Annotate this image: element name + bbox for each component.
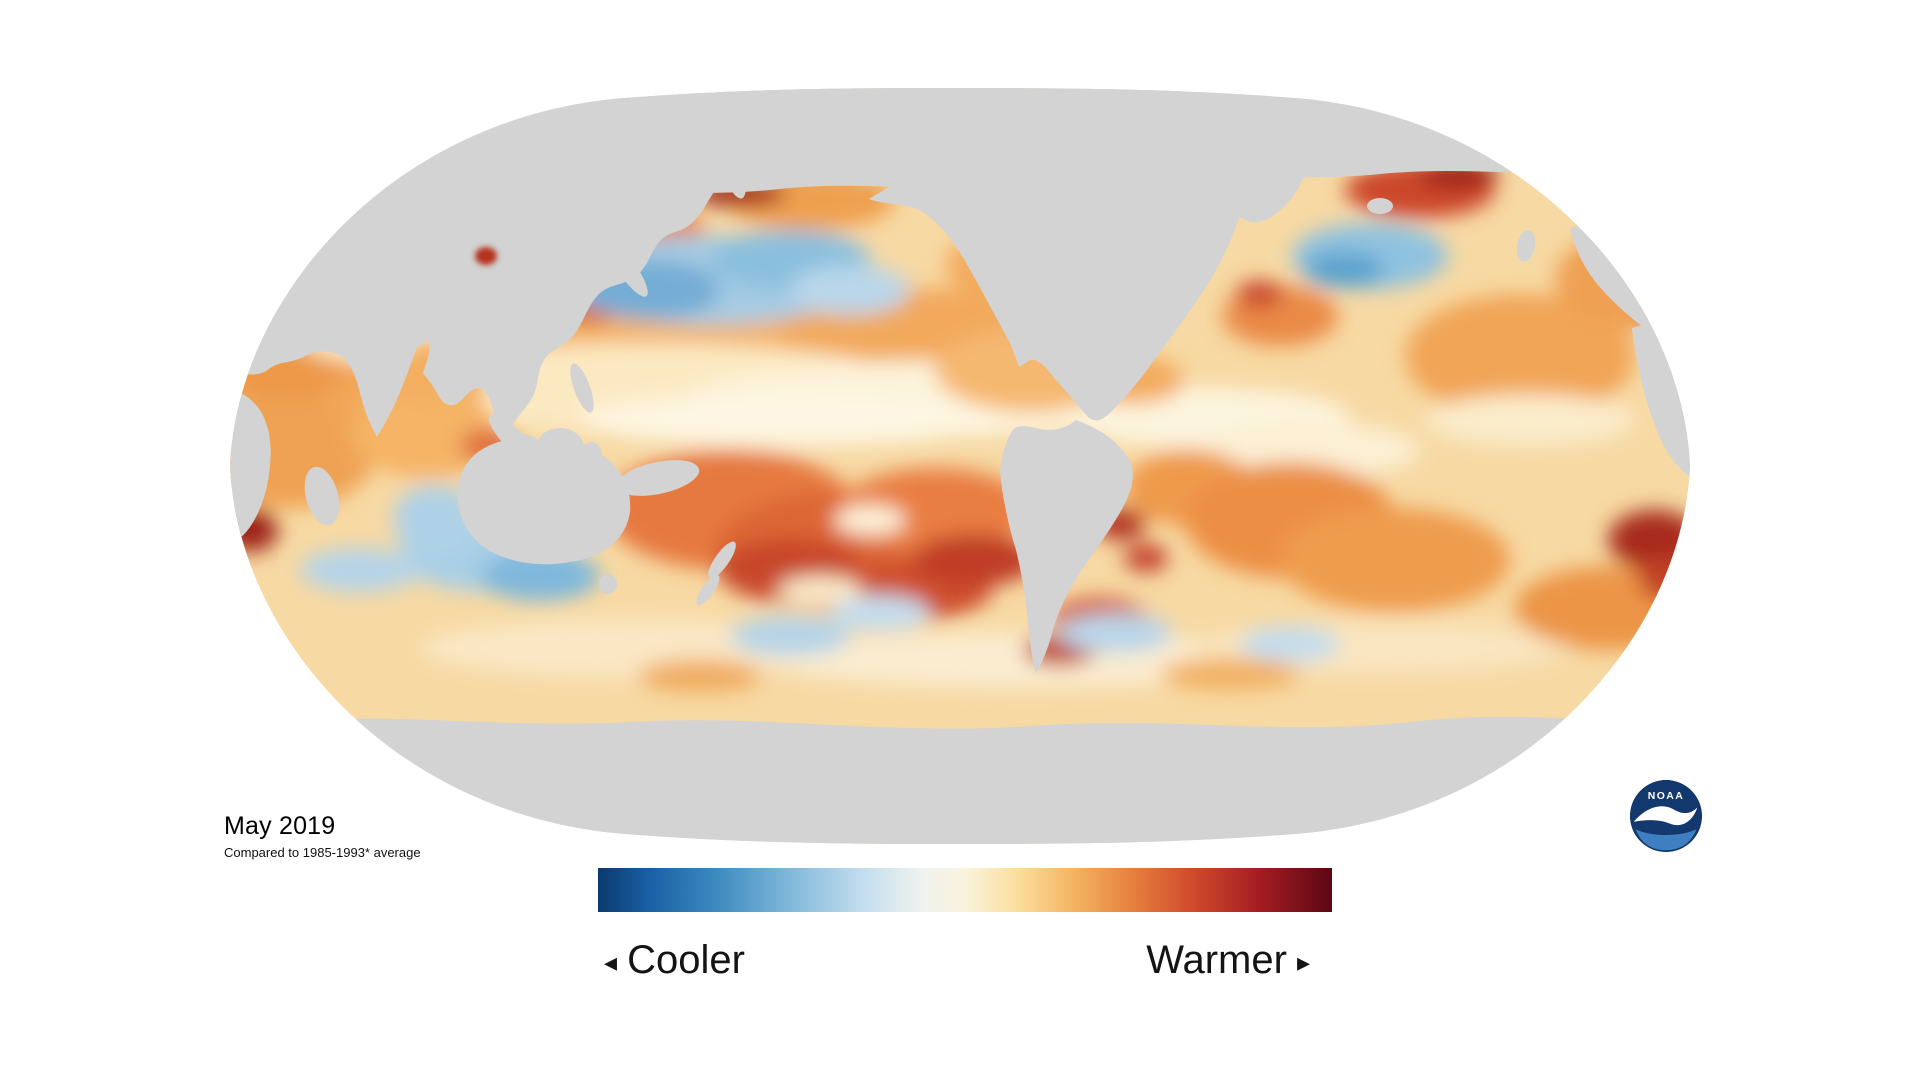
noaa-logo-text: NOAA bbox=[1648, 791, 1684, 802]
continent-antarctica bbox=[230, 716, 1690, 844]
noaa-logo-svg: NOAA bbox=[1629, 779, 1703, 853]
sea-surface-temperature-map bbox=[230, 88, 1690, 845]
arctic-region bbox=[230, 88, 1690, 197]
noaa-logo-bird-icon bbox=[1633, 806, 1698, 826]
noaa-logo: NOAA bbox=[1628, 778, 1704, 854]
baseline-period-label: Compared to 1985-1993* average bbox=[224, 845, 421, 860]
island-britain bbox=[1516, 230, 1536, 262]
cooler-label: Cooler bbox=[627, 937, 745, 982]
right-arrow-icon: ▸ bbox=[1296, 947, 1310, 977]
map-date-label: May 2019 bbox=[224, 812, 336, 840]
date-block: May 2019 Compared to 1985-1993* average bbox=[224, 812, 421, 860]
continent-australia bbox=[457, 434, 631, 565]
legend-labels: ◂ Cooler Warmer ▸ bbox=[598, 924, 1332, 996]
island-philippines bbox=[570, 363, 594, 413]
colorbar bbox=[598, 868, 1332, 912]
continent-north-america bbox=[869, 143, 1252, 421]
island-madagascar bbox=[304, 466, 340, 526]
continent-south-america bbox=[1000, 420, 1133, 673]
world-map-svg bbox=[230, 88, 1690, 844]
island-new-guinea bbox=[616, 460, 700, 496]
legend-warmer: Warmer ▸ bbox=[1146, 938, 1310, 983]
island-tasmania bbox=[599, 574, 617, 594]
warmer-label: Warmer bbox=[1146, 937, 1287, 982]
island-new-zealand-north bbox=[708, 541, 736, 579]
legend-cooler: ◂ Cooler bbox=[604, 938, 745, 983]
island-japan bbox=[608, 243, 648, 297]
noaa-logo-wave bbox=[1635, 829, 1697, 851]
left-arrow-icon: ◂ bbox=[604, 947, 618, 977]
island-iceland bbox=[1367, 198, 1393, 214]
island-new-zealand-south bbox=[696, 574, 720, 606]
